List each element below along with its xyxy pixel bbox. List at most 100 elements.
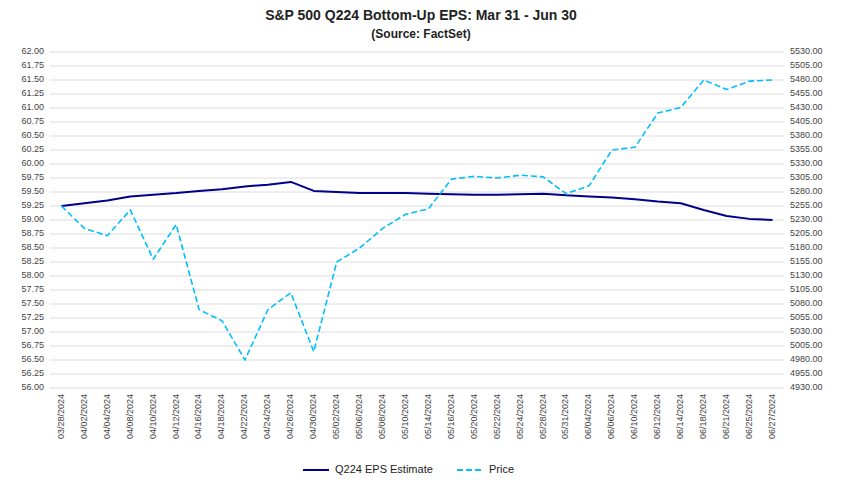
grid-line (50, 332, 784, 333)
y-tick-label: 59.25 (21, 200, 44, 210)
grid-line (50, 66, 784, 67)
y2-tick-label: 5405.00 (790, 116, 823, 126)
legend-swatch (303, 469, 329, 471)
y2-tick-label: 5155.00 (790, 256, 823, 266)
y-tick-label: 58.00 (21, 270, 44, 280)
x-tick-label: 06/10/2024 (629, 394, 639, 439)
y2-tick-label: 5230.00 (790, 214, 823, 224)
grid-line (50, 136, 784, 137)
series-line (61, 182, 772, 220)
y2-tick-label: 5255.00 (790, 200, 823, 210)
y-tick-label: 61.00 (21, 102, 44, 112)
x-tick-label: 06/21/2024 (721, 394, 731, 439)
y-tick-label: 56.75 (21, 340, 44, 350)
x-tick-label: 05/06/2024 (354, 394, 364, 439)
y2-tick-label: 5355.00 (790, 144, 823, 154)
y-tick-label: 57.75 (21, 284, 44, 294)
x-tick-label: 06/06/2024 (606, 394, 616, 439)
y2-tick-label: 5280.00 (790, 186, 823, 196)
x-tick-label: 06/12/2024 (652, 394, 662, 439)
x-tick-label: 03/28/2024 (56, 394, 66, 439)
x-tick-label: 06/14/2024 (675, 394, 685, 439)
legend: Q224 EPS EstimatePrice (303, 463, 514, 475)
y-tick-label: 62.00 (21, 46, 44, 56)
x-tick-label: 04/26/2024 (285, 394, 295, 439)
y2-tick-label: 5305.00 (790, 172, 823, 182)
grid-line (50, 220, 784, 221)
y2-tick-label: 5180.00 (790, 242, 823, 252)
x-tick-label: 04/04/2024 (102, 394, 112, 439)
y-tick-label: 61.50 (21, 74, 44, 84)
y-tick-label: 59.75 (21, 172, 44, 182)
chart: S&P 500 Q224 Bottom-Up EPS: Mar 31 - Jun… (0, 0, 842, 484)
y2-tick-label: 5205.00 (790, 228, 823, 238)
grid-line (50, 122, 784, 123)
x-tick-label: 05/08/2024 (377, 394, 387, 439)
x-tick-label: 05/14/2024 (423, 394, 433, 439)
x-tick-label: 04/30/2024 (308, 394, 318, 439)
grid-line (50, 234, 784, 235)
x-tick-label: 05/31/2024 (560, 394, 570, 439)
y2-tick-label: 4980.00 (790, 354, 823, 364)
y2-tick-label: 5380.00 (790, 130, 823, 140)
y2-tick-label: 5480.00 (790, 74, 823, 84)
grid-line (50, 360, 784, 361)
legend-swatch (457, 469, 483, 471)
x-tick-label: 04/08/2024 (125, 394, 135, 439)
y-tick-label: 56.00 (21, 382, 44, 392)
x-tick-label: 05/24/2024 (515, 394, 525, 439)
x-tick-label: 06/25/2024 (744, 394, 754, 439)
grid-line (50, 290, 784, 291)
y2-tick-label: 5055.00 (790, 312, 823, 322)
y2-tick-label: 5105.00 (790, 284, 823, 294)
x-tick-label: 05/28/2024 (538, 394, 548, 439)
x-tick-label: 06/27/2024 (767, 394, 777, 439)
x-tick-label: 05/22/2024 (492, 394, 502, 439)
plot-lines (61, 80, 772, 360)
grid-line (50, 374, 784, 375)
x-tick-label: 05/20/2024 (469, 394, 479, 439)
grid (50, 52, 784, 388)
legend-label: Q224 EPS Estimate (335, 463, 433, 475)
grid-line (50, 206, 784, 207)
grid-line (50, 276, 784, 277)
y-tick-label: 60.75 (21, 116, 44, 126)
grid-line (50, 108, 784, 109)
y-tick-label: 59.00 (21, 214, 44, 224)
y-tick-label: 57.50 (21, 298, 44, 308)
x-axis: 03/28/202404/02/202404/04/202404/08/2024… (56, 394, 777, 439)
x-tick-label: 04/12/2024 (171, 394, 181, 439)
grid-line (50, 150, 784, 151)
x-tick-label: 04/24/2024 (262, 394, 272, 439)
y-tick-label: 56.50 (21, 354, 44, 364)
y-tick-label: 61.25 (21, 88, 44, 98)
y-tick-label: 60.00 (21, 158, 44, 168)
y-tick-label: 60.25 (21, 144, 44, 154)
y-tick-label: 58.25 (21, 256, 44, 266)
y-tick-label: 58.50 (21, 242, 44, 252)
y-tick-label: 57.00 (21, 326, 44, 336)
y-tick-label: 58.75 (21, 228, 44, 238)
y2-tick-label: 5530.00 (790, 46, 823, 56)
grid-line (50, 94, 784, 95)
y-tick-label: 61.75 (21, 60, 44, 70)
y2-tick-label: 4955.00 (790, 368, 823, 378)
x-tick-label: 05/16/2024 (446, 394, 456, 439)
x-tick-label: 05/02/2024 (331, 394, 341, 439)
grid-line (50, 164, 784, 165)
title: S&P 500 Q224 Bottom-Up EPS: Mar 31 - Jun… (265, 7, 577, 23)
y-axis-left: 56.0056.2556.5056.7557.0057.2557.5057.75… (21, 46, 44, 392)
grid-line (50, 262, 784, 263)
y2-tick-label: 5030.00 (790, 326, 823, 336)
x-tick-label: 04/18/2024 (216, 394, 226, 439)
x-tick-label: 06/04/2024 (583, 394, 593, 439)
y2-tick-label: 5505.00 (790, 60, 823, 70)
grid-line (50, 178, 784, 179)
x-tick-label: 04/22/2024 (239, 394, 249, 439)
y2-tick-label: 4930.00 (790, 382, 823, 392)
x-tick-label: 04/16/2024 (193, 394, 203, 439)
y-axis-right: 4930.004955.004980.005005.005030.005055.… (790, 46, 823, 392)
grid-line (50, 346, 784, 347)
x-tick-label: 04/10/2024 (148, 394, 158, 439)
grid-line (50, 318, 784, 319)
